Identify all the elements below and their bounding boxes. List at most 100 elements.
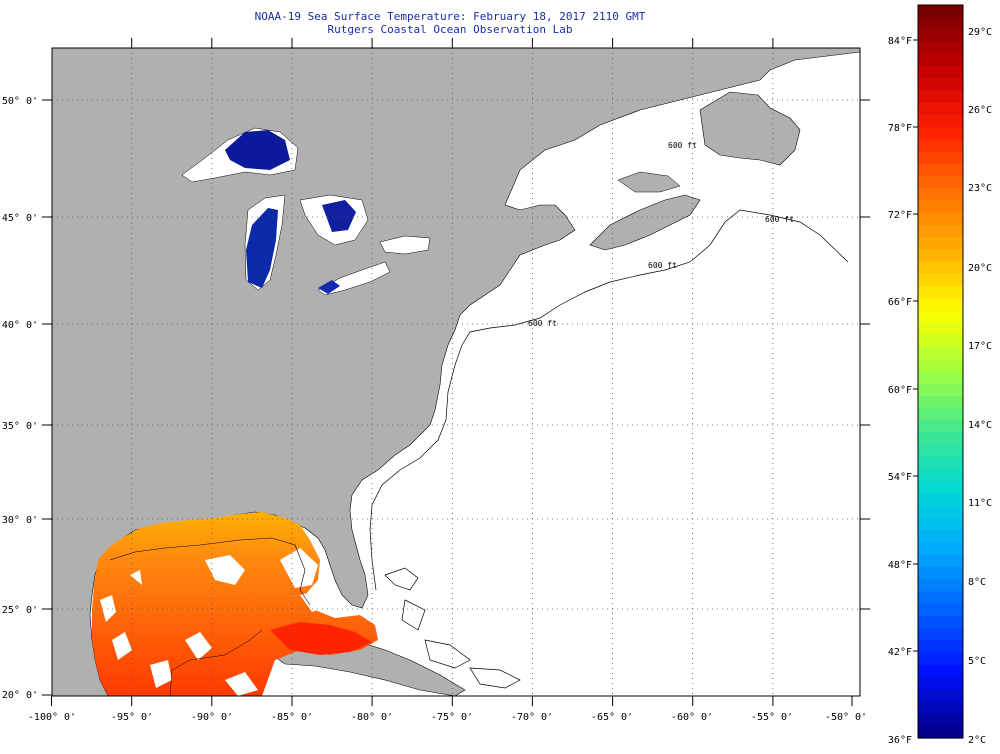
legend-color-band <box>918 664 963 678</box>
legend-color-band <box>918 554 963 568</box>
gulf-cloud-patches <box>100 548 330 696</box>
legend-f-label: 42°F <box>888 647 912 658</box>
lon-label: -55° 0' <box>751 712 793 723</box>
legend-color-band <box>918 249 963 263</box>
lat-label: 50° 0' <box>2 96 38 107</box>
legend-c-label: 29°C <box>968 27 992 38</box>
legend-color-band <box>918 530 963 544</box>
legend-color-band <box>918 505 963 519</box>
legend-f-label: 60°F <box>888 385 912 396</box>
lat-label: 30° 0' <box>2 515 38 526</box>
lon-gridlines <box>131 48 774 696</box>
lon-label: -95° 0' <box>111 712 153 723</box>
legend-color-band <box>918 493 963 507</box>
legend-color-band <box>918 188 963 202</box>
legend-color-band <box>918 102 963 116</box>
contour-label: 600 ft <box>648 261 677 270</box>
contour-label: 600 ft <box>765 215 794 224</box>
legend-color-band <box>918 469 963 483</box>
lake-ontario <box>379 235 431 255</box>
legend-color-band <box>918 444 963 458</box>
legend-color-band <box>918 359 963 373</box>
legend-f-label: 66°F <box>888 297 912 308</box>
lake-huron-cold <box>322 200 356 232</box>
contour-label: 600 ft <box>668 141 697 150</box>
legend-color-band <box>918 408 963 421</box>
legend-color-band <box>918 628 963 641</box>
legend-color-band <box>918 579 963 592</box>
land-nova-scotia <box>589 194 701 251</box>
lat-label: 35° 0' <box>2 421 38 432</box>
legend-f-label: 54°F <box>888 472 912 483</box>
legend-color-band <box>918 457 963 470</box>
lake-superior-cold <box>225 130 290 170</box>
legend-f-label: 78°F <box>888 123 912 134</box>
land-pei <box>617 171 681 193</box>
depth-contour-atlantic <box>369 209 849 591</box>
lat-label: 45° 0' <box>2 213 38 224</box>
legend-color-band <box>918 17 963 31</box>
axis-ticks <box>42 38 870 706</box>
legend-color-band <box>918 566 963 580</box>
legend-color-band <box>918 689 963 702</box>
legend-frame <box>917 4 964 739</box>
legend-c-label: 14°C <box>968 420 992 431</box>
legend-color-band <box>918 347 963 360</box>
lon-label: -70° 0' <box>511 712 553 723</box>
legend-color-band <box>918 29 963 43</box>
legend-color-band <box>918 676 963 690</box>
map-subtitle: Rutgers Coastal Ocean Observation Lab <box>327 23 573 36</box>
legend-color-band <box>918 334 963 348</box>
legend-color-band <box>918 383 963 397</box>
legend-c-label: 2°C <box>968 735 986 746</box>
legend-color-band <box>918 298 963 312</box>
lat-label: 20° 0' <box>2 690 38 701</box>
legend-color-band <box>918 322 963 336</box>
legend-color-band <box>918 66 963 79</box>
legend-color-band <box>918 371 963 385</box>
legend-color-band <box>918 591 963 605</box>
legend-color-band <box>918 713 963 727</box>
legend-color-band <box>918 237 963 250</box>
legend-c-label: 17°C <box>968 341 992 352</box>
depth-contour-gulf-south <box>169 629 263 696</box>
legend-color-band <box>918 518 963 531</box>
legend-color-band <box>918 5 963 18</box>
legend-c-label: 8°C <box>968 577 986 588</box>
legend-color-band <box>918 285 963 299</box>
legend-f-label: 48°F <box>888 560 912 571</box>
legend-color-band <box>918 224 963 238</box>
legend-c-label: 20°C <box>968 263 992 274</box>
lon-label: -50° 0' <box>825 712 867 723</box>
legend-color-band <box>918 420 963 434</box>
legend-color-band <box>918 310 963 324</box>
legend-color-band <box>918 273 963 287</box>
legend-color-band <box>918 163 963 177</box>
legend-color-band <box>918 640 963 654</box>
legend-c-label: 23°C <box>968 183 992 194</box>
lon-label: -100° 0' <box>28 712 76 723</box>
legend-color-band <box>918 725 963 739</box>
contour-label: 600 ft <box>528 319 557 328</box>
lat-label: 40° 0' <box>2 320 38 331</box>
legend-color-band <box>918 78 963 92</box>
legend-color-band <box>918 114 963 128</box>
bahamas-outline <box>384 567 521 689</box>
map-frame <box>51 47 861 697</box>
lon-label: -90° 0' <box>191 712 233 723</box>
legend-color-band <box>918 542 963 556</box>
map-title: NOAA-19 Sea Surface Temperature: Februar… <box>254 10 646 23</box>
legend-color-band <box>918 652 963 666</box>
legend-color-band <box>918 41 963 55</box>
lon-label: -75° 0' <box>431 712 473 723</box>
land-newfoundland <box>699 91 801 166</box>
lake-michigan-cold <box>246 208 278 288</box>
legend-c-label: 5°C <box>968 656 986 667</box>
legend-color-band <box>918 200 963 214</box>
legend-color-band <box>918 176 963 189</box>
depth-contour-gulf <box>109 537 311 606</box>
lon-label: -65° 0' <box>591 712 633 723</box>
lat-label: 25° 0' <box>2 605 38 616</box>
